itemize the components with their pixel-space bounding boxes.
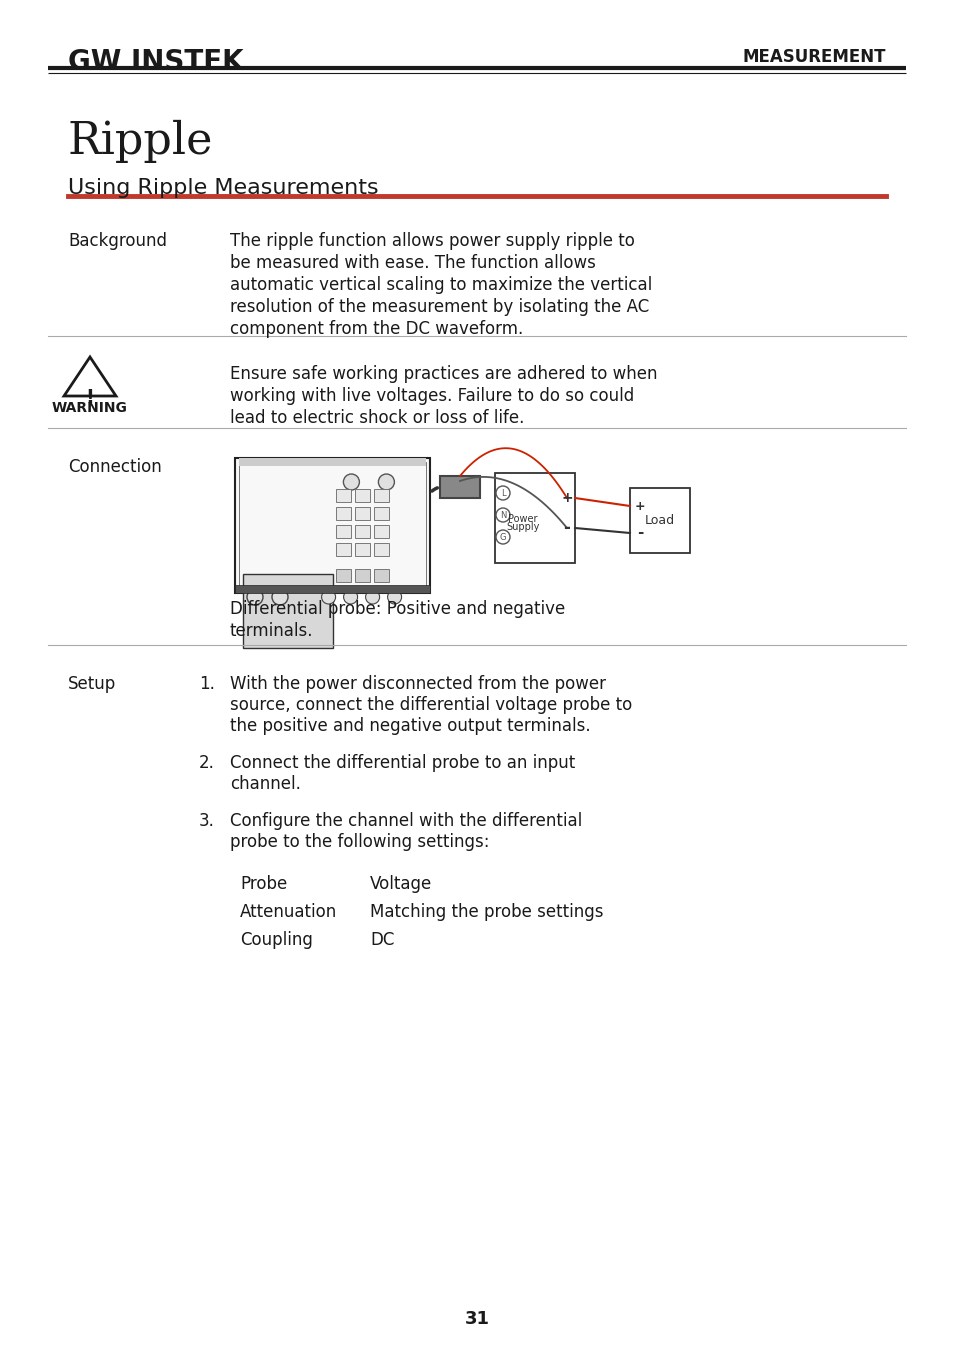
Bar xyxy=(355,507,370,519)
Text: MEASUREMENT: MEASUREMENT xyxy=(741,49,885,66)
Bar xyxy=(374,507,389,519)
Text: Power: Power xyxy=(508,514,537,523)
Bar xyxy=(239,461,426,590)
Circle shape xyxy=(496,486,510,500)
Text: Attenuation: Attenuation xyxy=(240,902,337,921)
Text: WARNING: WARNING xyxy=(52,401,128,415)
Circle shape xyxy=(247,590,263,604)
Text: 1.: 1. xyxy=(199,674,214,693)
Bar xyxy=(495,473,575,563)
Bar xyxy=(374,525,389,538)
Bar xyxy=(439,476,479,498)
Text: Connect the differential probe to an input: Connect the differential probe to an inp… xyxy=(230,754,575,772)
Circle shape xyxy=(496,509,510,522)
Text: 2.: 2. xyxy=(199,754,214,772)
Circle shape xyxy=(365,590,379,604)
Bar xyxy=(629,488,689,553)
Text: DC: DC xyxy=(370,931,394,948)
Bar xyxy=(355,569,370,581)
Text: Matching the probe settings: Matching the probe settings xyxy=(370,902,603,921)
Circle shape xyxy=(321,590,335,604)
Bar xyxy=(374,569,389,581)
Text: be measured with ease. The function allows: be measured with ease. The function allo… xyxy=(230,254,596,272)
Bar xyxy=(243,575,333,649)
Text: 31: 31 xyxy=(464,1310,489,1327)
Text: resolution of the measurement by isolating the AC: resolution of the measurement by isolati… xyxy=(230,298,649,316)
Text: the positive and negative output terminals.: the positive and negative output termina… xyxy=(230,718,590,735)
Bar xyxy=(336,569,351,581)
Text: Background: Background xyxy=(68,232,167,250)
Circle shape xyxy=(272,590,288,604)
Text: Coupling: Coupling xyxy=(240,931,313,948)
Text: GW INSTEK: GW INSTEK xyxy=(68,49,243,76)
Text: Voltage: Voltage xyxy=(370,876,432,893)
Text: +: + xyxy=(560,491,572,505)
Text: Load: Load xyxy=(644,514,675,527)
Text: Probe: Probe xyxy=(240,876,287,893)
Text: automatic vertical scaling to maximize the vertical: automatic vertical scaling to maximize t… xyxy=(230,277,652,294)
Bar xyxy=(374,544,389,556)
Text: +: + xyxy=(634,499,644,513)
Text: channel.: channel. xyxy=(230,774,300,793)
Text: G: G xyxy=(499,533,506,541)
Text: terminals.: terminals. xyxy=(230,622,314,639)
Text: Ripple: Ripple xyxy=(68,120,213,163)
Circle shape xyxy=(378,473,394,490)
Text: 3.: 3. xyxy=(199,812,214,830)
Bar xyxy=(239,459,426,465)
Text: L: L xyxy=(500,488,505,498)
Text: Using Ripple Measurements: Using Ripple Measurements xyxy=(68,178,378,198)
Circle shape xyxy=(387,590,401,604)
Text: The ripple function allows power supply ripple to: The ripple function allows power supply … xyxy=(230,232,634,250)
Bar xyxy=(234,585,430,594)
Bar xyxy=(234,459,430,594)
Text: -: - xyxy=(563,519,570,537)
Text: Connection: Connection xyxy=(68,459,162,476)
Text: -: - xyxy=(637,526,642,541)
Text: !: ! xyxy=(86,389,94,407)
Circle shape xyxy=(343,473,359,490)
Text: working with live voltages. Failure to do so could: working with live voltages. Failure to d… xyxy=(230,387,634,405)
Text: lead to electric shock or loss of life.: lead to electric shock or loss of life. xyxy=(230,409,524,428)
Bar xyxy=(336,507,351,519)
Bar xyxy=(336,544,351,556)
Bar xyxy=(374,488,389,502)
Text: source, connect the differential voltage probe to: source, connect the differential voltage… xyxy=(230,696,632,714)
Text: component from the DC waveform.: component from the DC waveform. xyxy=(230,320,522,339)
Bar xyxy=(355,525,370,538)
Bar xyxy=(336,525,351,538)
Circle shape xyxy=(496,530,510,544)
Text: probe to the following settings:: probe to the following settings: xyxy=(230,832,489,851)
Circle shape xyxy=(343,590,357,604)
Bar xyxy=(355,544,370,556)
Bar xyxy=(336,488,351,502)
Text: With the power disconnected from the power: With the power disconnected from the pow… xyxy=(230,674,605,693)
Text: Ensure safe working practices are adhered to when: Ensure safe working practices are adhere… xyxy=(230,366,657,383)
Text: Configure the channel with the differential: Configure the channel with the different… xyxy=(230,812,581,830)
Bar xyxy=(355,488,370,502)
Text: Differential probe: Positive and negative: Differential probe: Positive and negativ… xyxy=(230,600,565,618)
Text: Supply: Supply xyxy=(506,522,539,533)
Text: N: N xyxy=(499,510,506,519)
Text: Setup: Setup xyxy=(68,674,116,693)
